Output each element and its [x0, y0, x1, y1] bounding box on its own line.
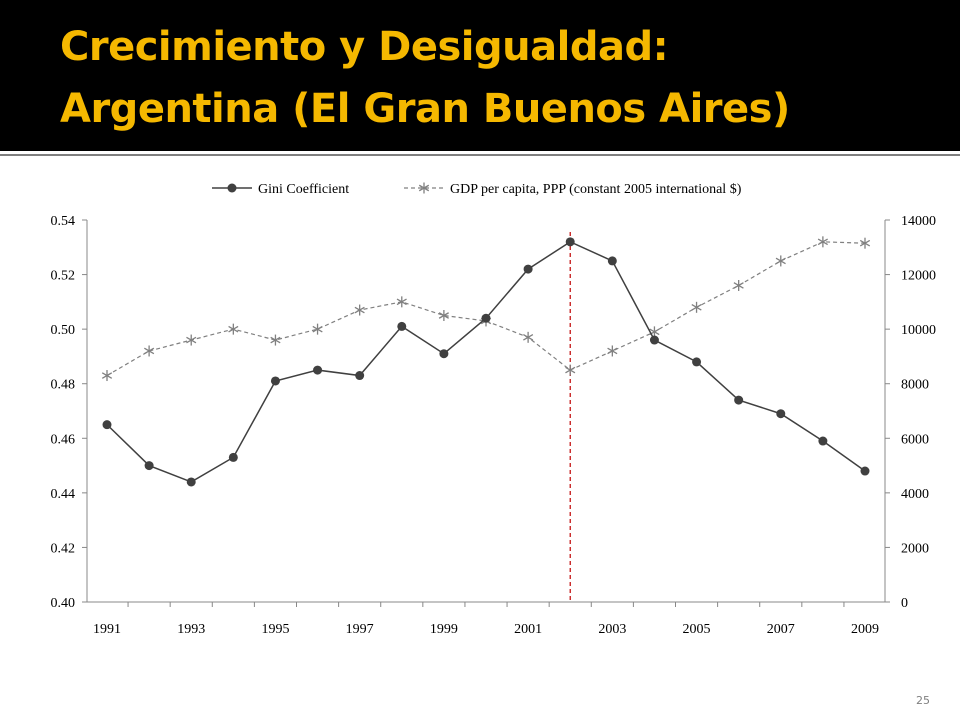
- x-tick-label: 1995: [261, 622, 289, 637]
- gdp-point: [733, 279, 744, 291]
- gini-point: [397, 321, 407, 331]
- gdp-point: [438, 310, 449, 321]
- left-y-tick-label: 0.52: [51, 269, 76, 284]
- left-y-tick-label: 0.42: [51, 541, 76, 556]
- gdp-point: [312, 323, 323, 335]
- x-tick-label: 2009: [851, 622, 879, 637]
- x-tick-label: 2001: [514, 622, 542, 637]
- x-tick-label: 2003: [598, 622, 626, 637]
- slide-title-line-1: Crecimiento y Desigualdad:: [60, 24, 669, 70]
- gdp-point: [607, 345, 618, 357]
- gini-point: [439, 349, 449, 359]
- gini-point: [144, 461, 154, 471]
- gini-point: [565, 237, 575, 247]
- left-y-tick-label: 0.50: [51, 323, 76, 338]
- gini-gdp-chart: 0.40 0.42 0.44 0.46 0.48 0.50 0.52 0.54 0 2000 400…: [51, 182, 937, 637]
- legend-gdp-label: GDP per capita, PPP (constant 2005 inter…: [450, 182, 742, 197]
- right-y-tick-label: 12000: [901, 269, 936, 284]
- gdp-point: [270, 334, 281, 346]
- gini-point: [776, 409, 786, 419]
- legend-gdp-marker: [418, 182, 430, 194]
- x-tick-label: 2007: [767, 622, 795, 637]
- gini-point: [102, 420, 112, 430]
- x-tick-label: 2005: [683, 622, 711, 637]
- gini-point: [692, 357, 702, 367]
- title-bar: Crecimiento y Desigualdad: Argentina (El…: [0, 0, 960, 151]
- gdp-point: [691, 301, 702, 313]
- slide-title-line-2: Argentina (El Gran Buenos Aires): [60, 86, 790, 132]
- gdp-point: [354, 304, 365, 316]
- gini-point: [186, 477, 196, 487]
- slide-number: 25: [916, 694, 930, 707]
- gdp-point: [775, 255, 786, 267]
- gini-point: [607, 256, 617, 266]
- gini-point: [313, 365, 323, 375]
- left-y-tick-label: 0.54: [51, 214, 76, 229]
- gini-point: [355, 371, 365, 381]
- gdp-point: [228, 323, 239, 335]
- gdp-point: [523, 331, 534, 343]
- gdp-point: [186, 334, 197, 346]
- gini-point: [818, 436, 828, 446]
- gdp-point: [101, 370, 113, 382]
- gdp-point: [565, 364, 576, 376]
- right-y-tick-label: 14000: [901, 214, 936, 229]
- gini-point: [649, 335, 659, 345]
- right-y-tick-label: 10000: [901, 323, 936, 338]
- legend-gini-marker: [227, 183, 237, 193]
- left-y-tick-label: 0.46: [51, 432, 76, 447]
- title-divider: [0, 154, 960, 156]
- gdp-series-line: [106, 241, 866, 377]
- x-tick-label: 1991: [93, 622, 121, 637]
- x-tick-label: 1999: [430, 622, 458, 637]
- x-tick-label: 1993: [177, 622, 205, 637]
- left-y-tick-label: 0.40: [51, 596, 76, 611]
- legend-gini-label: Gini Coefficient: [258, 182, 349, 197]
- gdp-point: [144, 345, 155, 357]
- gdp-point: [859, 237, 871, 249]
- left-y-tick-label: 0.44: [51, 487, 76, 502]
- right-y-tick-label: 0: [901, 596, 908, 611]
- right-y-tick-label: 2000: [901, 541, 929, 556]
- gdp-point: [817, 236, 828, 248]
- right-y-tick-label: 4000: [901, 487, 929, 502]
- x-tick-label: 1997: [346, 622, 374, 637]
- gini-point: [734, 395, 744, 405]
- gini-point: [228, 452, 238, 462]
- gini-point: [523, 264, 533, 274]
- right-y-tick-label: 8000: [901, 378, 929, 393]
- gini-point: [270, 376, 280, 386]
- gini-point: [481, 313, 491, 323]
- right-y-tick-label: 6000: [901, 432, 929, 447]
- gdp-point: [396, 296, 407, 308]
- left-y-tick-label: 0.48: [51, 378, 76, 393]
- gini-point: [860, 466, 870, 476]
